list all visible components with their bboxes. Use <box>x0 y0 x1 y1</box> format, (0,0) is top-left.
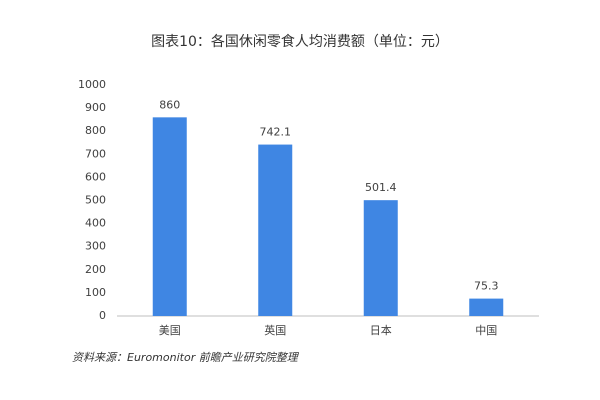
chart-title: 图表10：各国休闲零食人均消费额（单位：元） <box>151 33 449 50</box>
x-tick-label: 中国 <box>475 324 497 337</box>
source-note: 资料来源：Euromonitor 前瞻产业研究院整理 <box>72 351 300 364</box>
x-tick-label: 英国 <box>264 323 286 337</box>
y-tick-label: 500 <box>85 194 106 207</box>
y-tick-label: 200 <box>85 263 106 276</box>
value-label: 75.3 <box>474 280 499 293</box>
bar <box>258 144 293 316</box>
value-label: 501.4 <box>365 181 397 194</box>
value-label: 742.1 <box>260 126 292 139</box>
y-tick-label: 1000 <box>78 78 106 91</box>
y-tick-label: 700 <box>85 147 106 160</box>
y-tick-label: 800 <box>85 124 106 137</box>
y-tick-label: 100 <box>85 286 106 299</box>
bar <box>469 298 504 316</box>
bar <box>363 200 398 316</box>
value-label: 860 <box>159 98 180 111</box>
bar <box>152 117 187 316</box>
x-tick-label: 美国 <box>159 324 181 337</box>
y-tick-label: 900 <box>85 101 106 114</box>
x-tick-label: 日本 <box>370 323 392 337</box>
y-tick-label: 600 <box>85 170 106 183</box>
y-tick-label: 0 <box>99 309 106 322</box>
y-tick-label: 400 <box>85 217 106 230</box>
y-tick-label: 300 <box>85 240 106 253</box>
